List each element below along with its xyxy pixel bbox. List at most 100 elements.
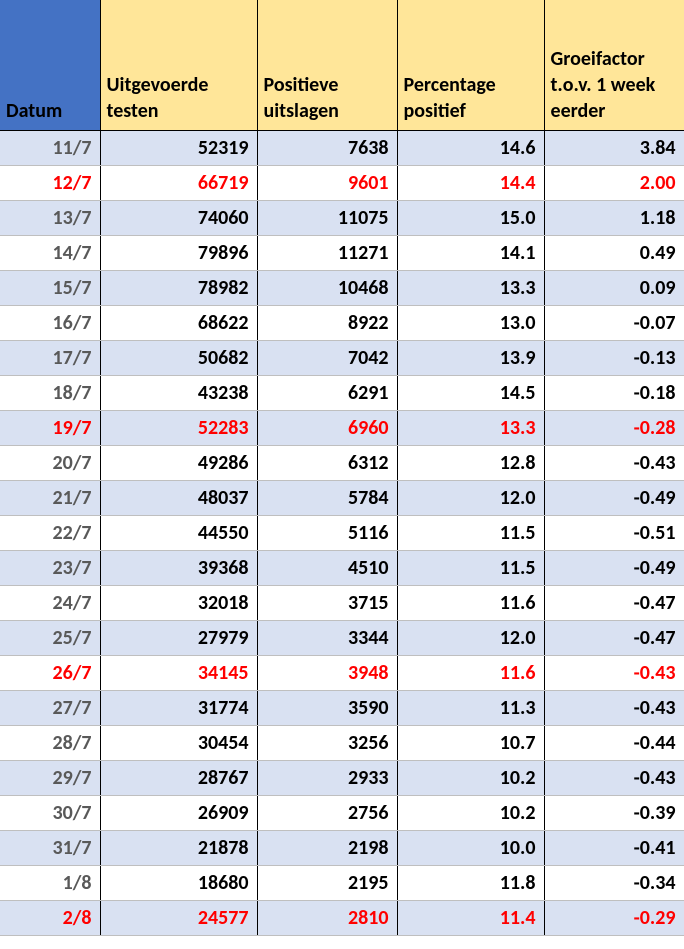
header-row: Datum Uitgevoerde testen Positieve uitsl…: [0, 0, 684, 130]
cell-pct: 14.1: [397, 235, 544, 270]
cell-date: 13/7: [0, 200, 100, 235]
cell-pct: 14.5: [397, 375, 544, 410]
cell-date: 17/7: [0, 340, 100, 375]
cell-tests: 74060: [100, 200, 257, 235]
cell-pct: 11.6: [397, 585, 544, 620]
cell-pos: 3715: [257, 585, 397, 620]
cell-date: 26/7: [0, 655, 100, 690]
cell-pct: 11.4: [397, 900, 544, 935]
table-row: 17/750682704213.9-0.13: [0, 340, 684, 375]
cell-tests: 30454: [100, 725, 257, 760]
header-growth: Groeifactor t.o.v. 1 week eerder: [544, 0, 684, 130]
cell-tests: 27979: [100, 620, 257, 655]
cell-pct: 15.0: [397, 200, 544, 235]
cell-pct: 14.6: [397, 130, 544, 165]
cell-pos: 6291: [257, 375, 397, 410]
cell-tests: 52319: [100, 130, 257, 165]
cell-date: 29/7: [0, 760, 100, 795]
cell-date: 2/8: [0, 900, 100, 935]
header-date: Datum: [0, 0, 100, 130]
cell-growth: -0.49: [544, 480, 684, 515]
table-header: Datum Uitgevoerde testen Positieve uitsl…: [0, 0, 684, 130]
header-pos: Positieve uitslagen: [257, 0, 397, 130]
cell-pct: 10.2: [397, 795, 544, 830]
cell-tests: 50682: [100, 340, 257, 375]
cell-tests: 26909: [100, 795, 257, 830]
cell-pct: 11.5: [397, 515, 544, 550]
cell-tests: 18680: [100, 865, 257, 900]
cell-growth: 3.84: [544, 130, 684, 165]
table-row: 19/752283696013.3-0.28: [0, 410, 684, 445]
table-row: 25/727979334412.0-0.47: [0, 620, 684, 655]
cell-growth: -0.41: [544, 830, 684, 865]
table-body: 11/752319763814.63.8412/766719960114.42.…: [0, 130, 684, 935]
cell-date: 27/7: [0, 690, 100, 725]
cell-date: 1/8: [0, 865, 100, 900]
cell-tests: 34145: [100, 655, 257, 690]
cell-pct: 12.8: [397, 445, 544, 480]
cell-pos: 3590: [257, 690, 397, 725]
cell-pct: 11.8: [397, 865, 544, 900]
cell-pos: 2810: [257, 900, 397, 935]
cell-growth: -0.39: [544, 795, 684, 830]
cell-growth: 0.49: [544, 235, 684, 270]
table-row: 21/748037578412.0-0.49: [0, 480, 684, 515]
cell-growth: -0.13: [544, 340, 684, 375]
cell-growth: -0.43: [544, 445, 684, 480]
cell-date: 31/7: [0, 830, 100, 865]
cell-pos: 9601: [257, 165, 397, 200]
cell-pct: 12.0: [397, 620, 544, 655]
table-row: 16/768622892213.0-0.07: [0, 305, 684, 340]
cell-tests: 79896: [100, 235, 257, 270]
cell-date: 16/7: [0, 305, 100, 340]
cell-growth: -0.47: [544, 620, 684, 655]
cell-growth: -0.44: [544, 725, 684, 760]
table-row: 27/731774359011.3-0.43: [0, 690, 684, 725]
cell-date: 11/7: [0, 130, 100, 165]
cell-tests: 52283: [100, 410, 257, 445]
cell-tests: 32018: [100, 585, 257, 620]
cell-pos: 6960: [257, 410, 397, 445]
table-row: 26/734145394811.6-0.43: [0, 655, 684, 690]
cell-pos: 3344: [257, 620, 397, 655]
cell-growth: -0.51: [544, 515, 684, 550]
data-table: Datum Uitgevoerde testen Positieve uitsl…: [0, 0, 684, 936]
cell-pos: 11075: [257, 200, 397, 235]
cell-pos: 11271: [257, 235, 397, 270]
cell-pct: 10.2: [397, 760, 544, 795]
header-pct: Percentage positief: [397, 0, 544, 130]
cell-pct: 13.9: [397, 340, 544, 375]
cell-tests: 21878: [100, 830, 257, 865]
cell-pos: 2195: [257, 865, 397, 900]
table-row: 18/743238629114.5-0.18: [0, 375, 684, 410]
cell-tests: 44550: [100, 515, 257, 550]
cell-pos: 6312: [257, 445, 397, 480]
table-row: 23/739368451011.5-0.49: [0, 550, 684, 585]
cell-growth: -0.43: [544, 690, 684, 725]
cell-pct: 11.6: [397, 655, 544, 690]
cell-growth: -0.07: [544, 305, 684, 340]
cell-growth: 1.18: [544, 200, 684, 235]
cell-tests: 24577: [100, 900, 257, 935]
cell-date: 25/7: [0, 620, 100, 655]
cell-date: 22/7: [0, 515, 100, 550]
cell-growth: -0.34: [544, 865, 684, 900]
table-row: 29/728767293310.2-0.43: [0, 760, 684, 795]
cell-pos: 2756: [257, 795, 397, 830]
table-row: 12/766719960114.42.00: [0, 165, 684, 200]
cell-growth: -0.29: [544, 900, 684, 935]
cell-tests: 68622: [100, 305, 257, 340]
table-row: 22/744550511611.5-0.51: [0, 515, 684, 550]
header-tests: Uitgevoerde testen: [100, 0, 257, 130]
cell-pct: 13.0: [397, 305, 544, 340]
cell-pct: 10.7: [397, 725, 544, 760]
table-row: 2/824577281011.4-0.29: [0, 900, 684, 935]
cell-growth: -0.43: [544, 760, 684, 795]
cell-growth: 2.00: [544, 165, 684, 200]
cell-growth: -0.43: [544, 655, 684, 690]
cell-pct: 13.3: [397, 410, 544, 445]
cell-pos: 3256: [257, 725, 397, 760]
table-row: 30/726909275610.2-0.39: [0, 795, 684, 830]
cell-tests: 48037: [100, 480, 257, 515]
table-row: 13/7740601107515.01.18: [0, 200, 684, 235]
